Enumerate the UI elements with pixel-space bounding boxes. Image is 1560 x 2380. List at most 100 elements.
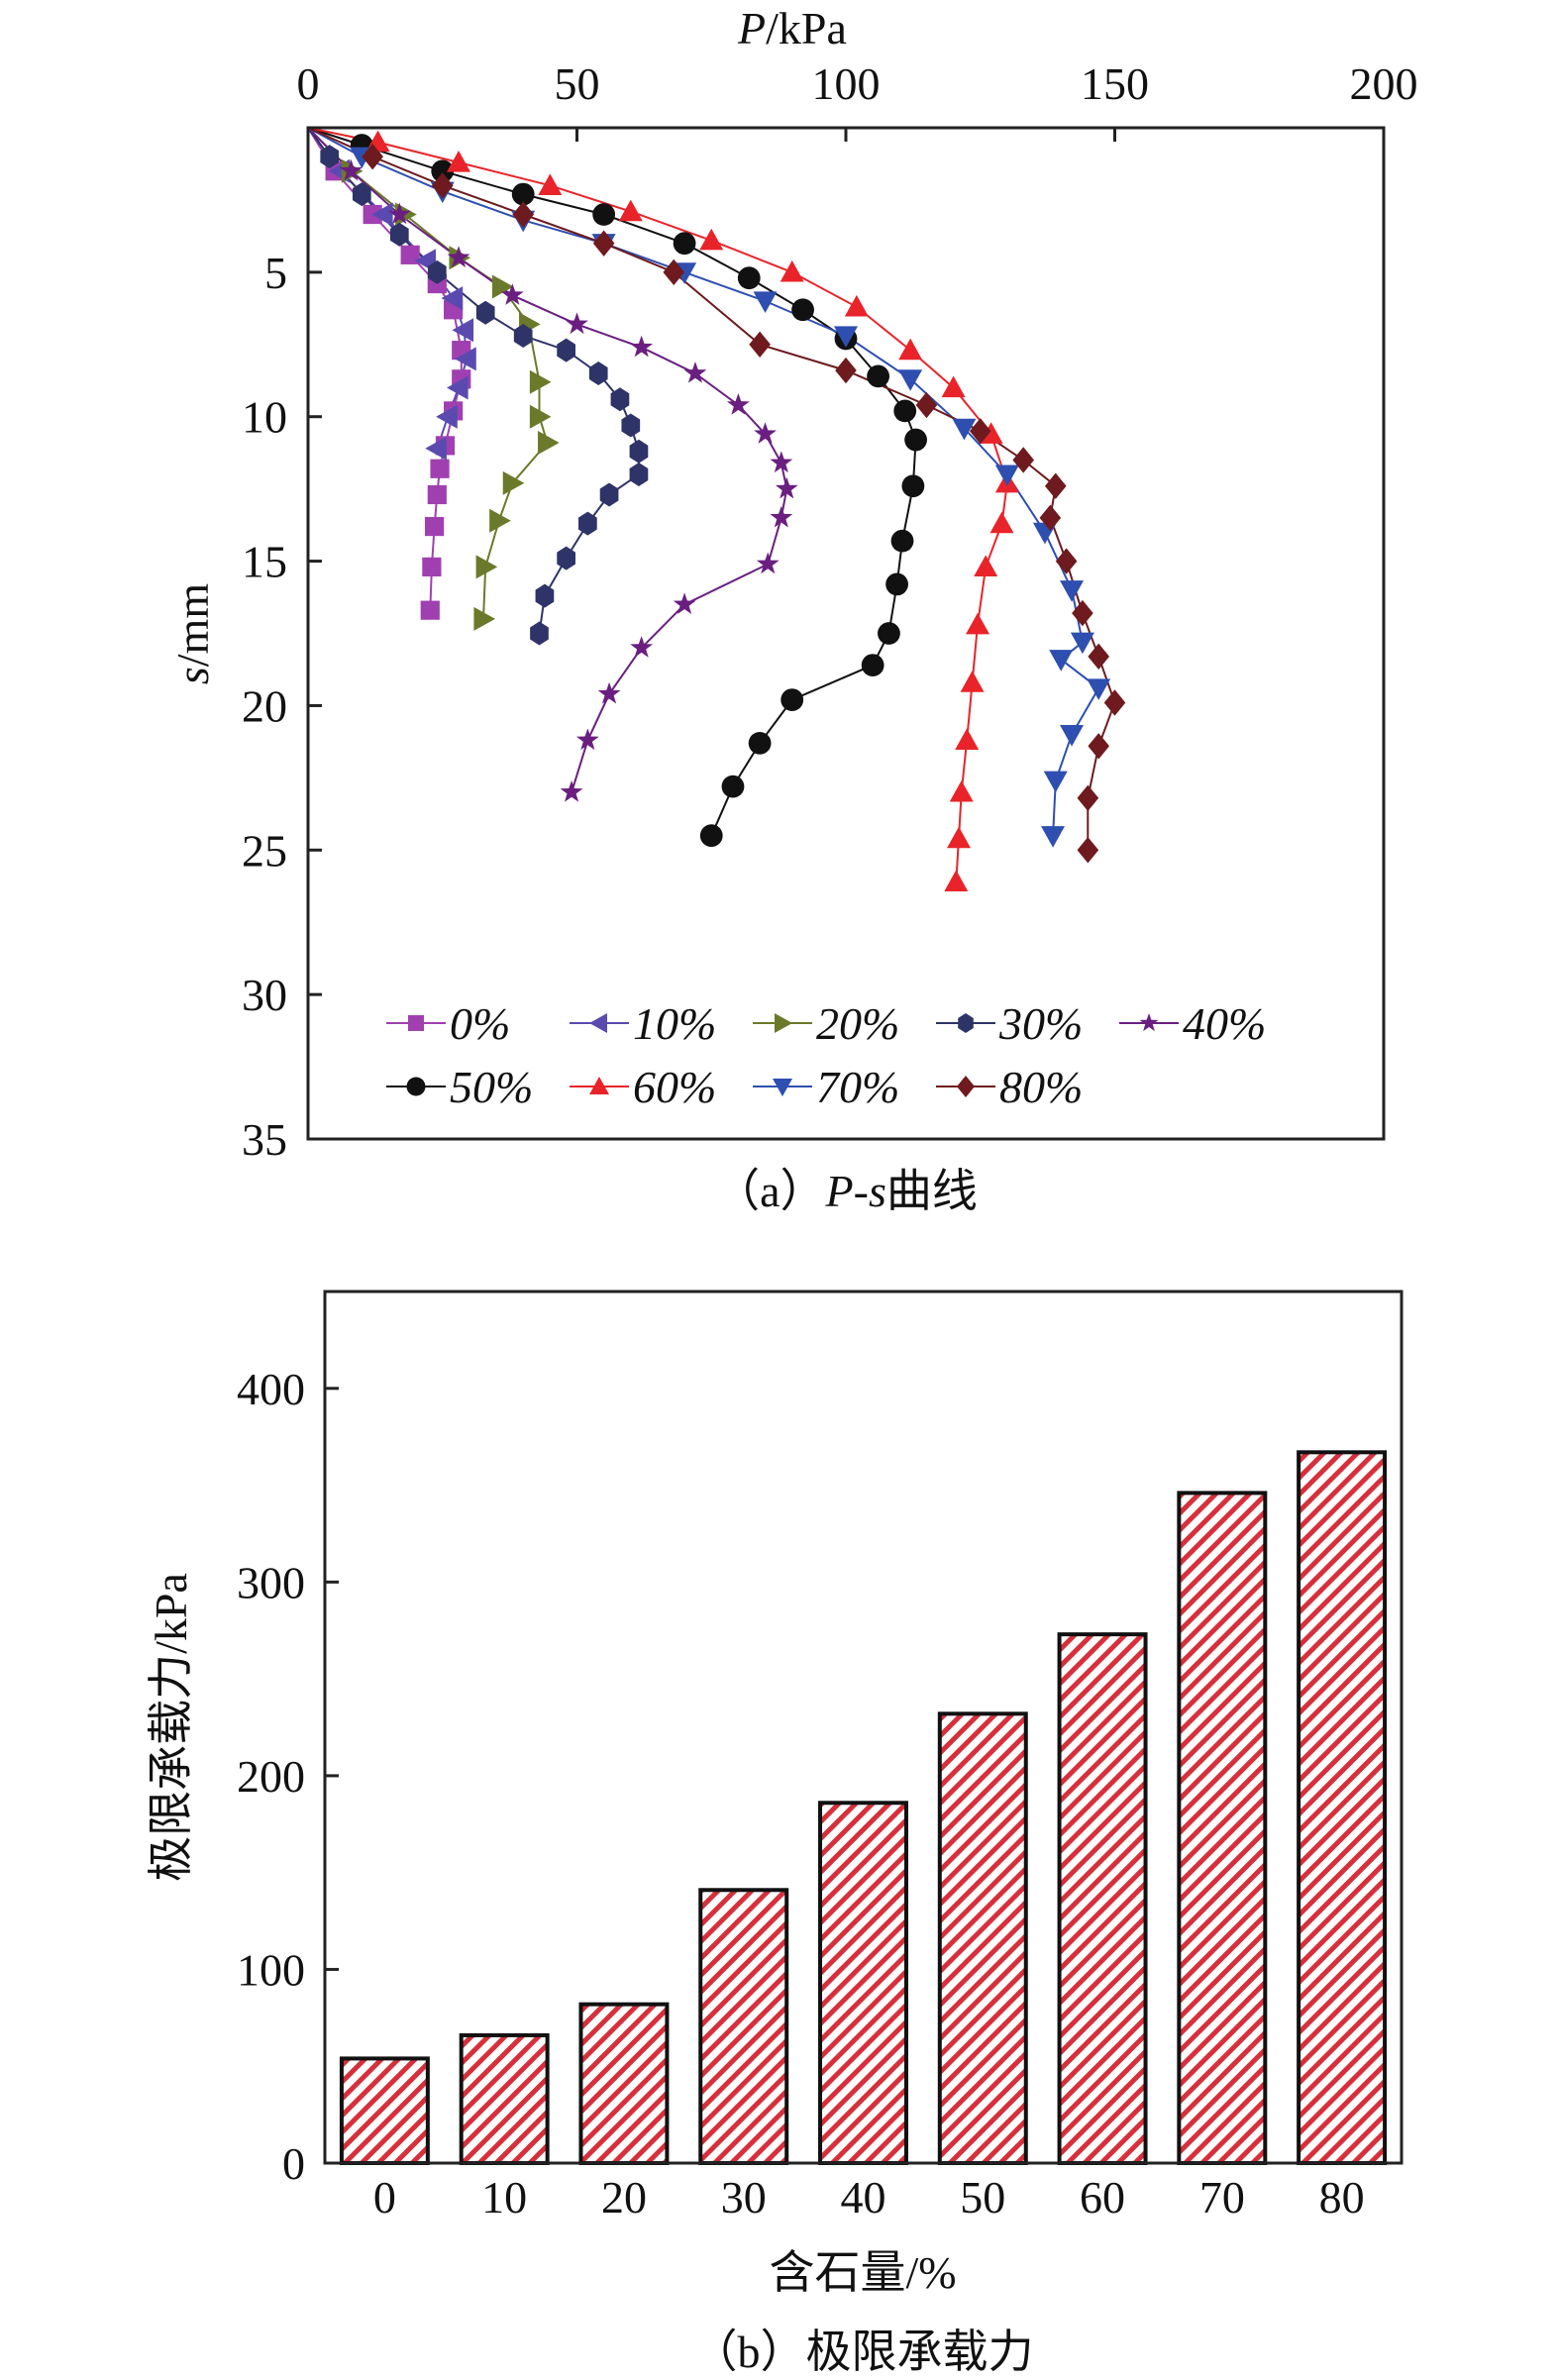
data-point-70pct [1070,632,1094,655]
data-point-50pct [699,824,723,848]
data-point-40pct [754,422,777,444]
data-point-80pct [592,230,615,257]
series-line-30pct [307,127,640,634]
data-point-40pct [630,335,654,358]
data-point-60pct [974,555,998,577]
data-point-50pct [904,428,927,452]
caption-text: - [854,1166,869,1216]
data-point-20pct [502,470,525,495]
data-point-70pct [834,326,858,349]
data-point-70pct [753,291,778,314]
data-point-50pct [592,203,616,226]
bar-30 [698,1888,789,2166]
data-point-60pct [955,728,980,751]
bar-60 [1057,1632,1148,2165]
data-point-20pct [538,430,560,455]
data-point-80pct [1044,472,1067,499]
data-point-80pct [1012,447,1034,473]
data-point-60pct [447,151,471,172]
legend-label: 70% [816,1062,899,1112]
data-point-10pct [455,347,476,371]
legend-marker [775,1013,792,1033]
legend-label: 10% [633,998,716,1049]
data-point-30pct [475,300,495,325]
x-tick-label: 200 [1350,58,1418,109]
x-tick-label: 80 [1319,2172,1365,2223]
data-point-10pct [441,286,464,311]
data-point-70pct [1041,826,1066,848]
x-tick-label: 0 [373,2172,396,2223]
data-point-50pct [748,731,772,755]
ultimate-bearing-capacity-chart: 极限承载力/kPa 0 100 200 300 400 0 10 20 30 40 50 60 70 80… [146,1290,1404,2377]
data-point-80pct [1088,643,1110,671]
data-point-20pct [529,369,552,394]
data-point-50pct [737,266,761,290]
data-point-10pct [425,436,447,461]
data-point-20pct [473,606,496,631]
data-point-10pct [371,202,393,227]
data-point-40pct [566,312,588,335]
data-point-50pct [878,622,900,645]
legend-marker [958,1013,974,1033]
data-point-30pct [427,259,447,284]
data-point-60pct [960,671,985,692]
data-point-50pct [780,688,804,711]
x-axis-label: P/kPa [737,3,847,53]
data-point-70pct [898,369,923,391]
x-tick-label: 10 [481,2172,527,2223]
legend-marker [773,1079,792,1096]
x-tick-label: 150 [1081,58,1149,109]
series-line-60pct [307,127,1008,882]
data-point-40pct [770,505,793,528]
data-point-70pct [994,465,1019,487]
data-point-50pct [901,474,925,498]
data-point-40pct [500,283,524,305]
data-point-20pct [529,404,552,429]
data-point-50pct [431,159,455,183]
data-point-0pct [427,484,447,505]
y-axis-label: s/mm [167,583,218,684]
data-point-0pct [420,600,440,620]
data-point-60pct [618,199,643,222]
data-point-80pct [431,172,454,199]
legend-marker [406,1077,426,1096]
data-point-40pct [630,636,654,658]
x-axis-label: 含石量/% [769,2247,956,2298]
data-point-30pct [599,482,619,507]
x-tick-label: 20 [601,2172,647,2223]
data-point-20pct [491,274,514,299]
x-tick-label: 100 [812,58,881,109]
data-point-70pct [1043,771,1068,793]
caption-text: （a） [714,1166,825,1216]
data-point-40pct [575,728,599,751]
legend-marker [589,1077,609,1094]
y-tick-label: 200 [237,1751,305,1802]
data-point-60pct [989,511,1014,534]
y-tick-label: 300 [237,1557,305,1607]
x-tick-label: 50 [555,58,600,109]
x-tick-label: 30 [721,2172,767,2223]
y-tick-label: 35 [242,1114,287,1165]
data-point-50pct [791,298,814,322]
data-point-70pct [1049,650,1074,672]
data-point-60pct [538,173,563,195]
plot-frame [306,126,1386,1141]
data-point-80pct [1103,689,1126,716]
data-point-30pct [557,338,575,362]
bar-70 [1177,1491,1268,2165]
data-point-20pct [475,555,498,579]
data-point-80pct [1055,548,1078,574]
data-point-10pct [436,404,458,429]
data-point-30pct [557,546,575,570]
data-point-40pct [447,246,470,267]
data-point-80pct [512,201,534,228]
data-point-30pct [621,413,641,438]
y-tick-label: 30 [242,970,287,1020]
bar-10 [459,2032,550,2166]
plot-frame [323,1290,1404,2165]
data-point-50pct [861,654,884,676]
data-point-30pct [629,463,649,487]
data-point-30pct [578,511,597,536]
data-point-80pct [749,331,771,358]
